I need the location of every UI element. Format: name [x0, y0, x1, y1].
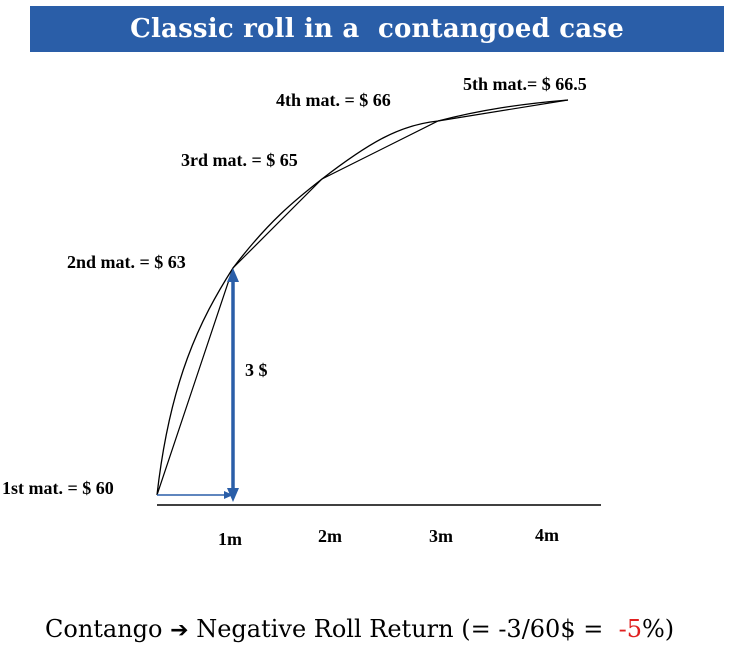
footer-percent: %) — [641, 615, 675, 643]
footer-formula: Negative Roll Return (= -3/60$ = — [188, 615, 619, 643]
footer-contango: Contango — [45, 615, 171, 643]
time-arrow-head — [224, 491, 233, 499]
right-arrow-icon: ➔ — [170, 618, 189, 643]
term-structure-curve — [156, 99, 569, 496]
slide-title: Classic roll in a contangoed case — [130, 14, 624, 44]
label-3rd-maturity: 3rd mat. = $ 65 — [181, 150, 298, 170]
difference-label: 3 $ — [245, 360, 268, 380]
tick-2m: 2m — [318, 526, 342, 546]
difference-arrow-head-top — [227, 268, 239, 282]
label-4th-maturity: 4th mat. = $ 66 — [276, 90, 391, 110]
tick-4m: 4m — [535, 525, 559, 545]
footer-statement: Contango ➔ Negative Roll Return (= -3/60… — [45, 612, 725, 646]
label-5th-maturity: 5th mat.= $ 66.5 — [463, 74, 587, 94]
footer-negative-value: -5 — [618, 615, 642, 643]
label-1st-maturity: 1st mat. = $ 60 — [2, 478, 114, 498]
label-2nd-maturity: 2nd mat. = $ 63 — [67, 252, 186, 272]
tick-1m: 1m — [218, 529, 242, 549]
maturity-chords — [156, 99, 569, 496]
title-bar: Classic roll in a contangoed case — [30, 6, 724, 52]
tick-3m: 3m — [429, 526, 453, 546]
